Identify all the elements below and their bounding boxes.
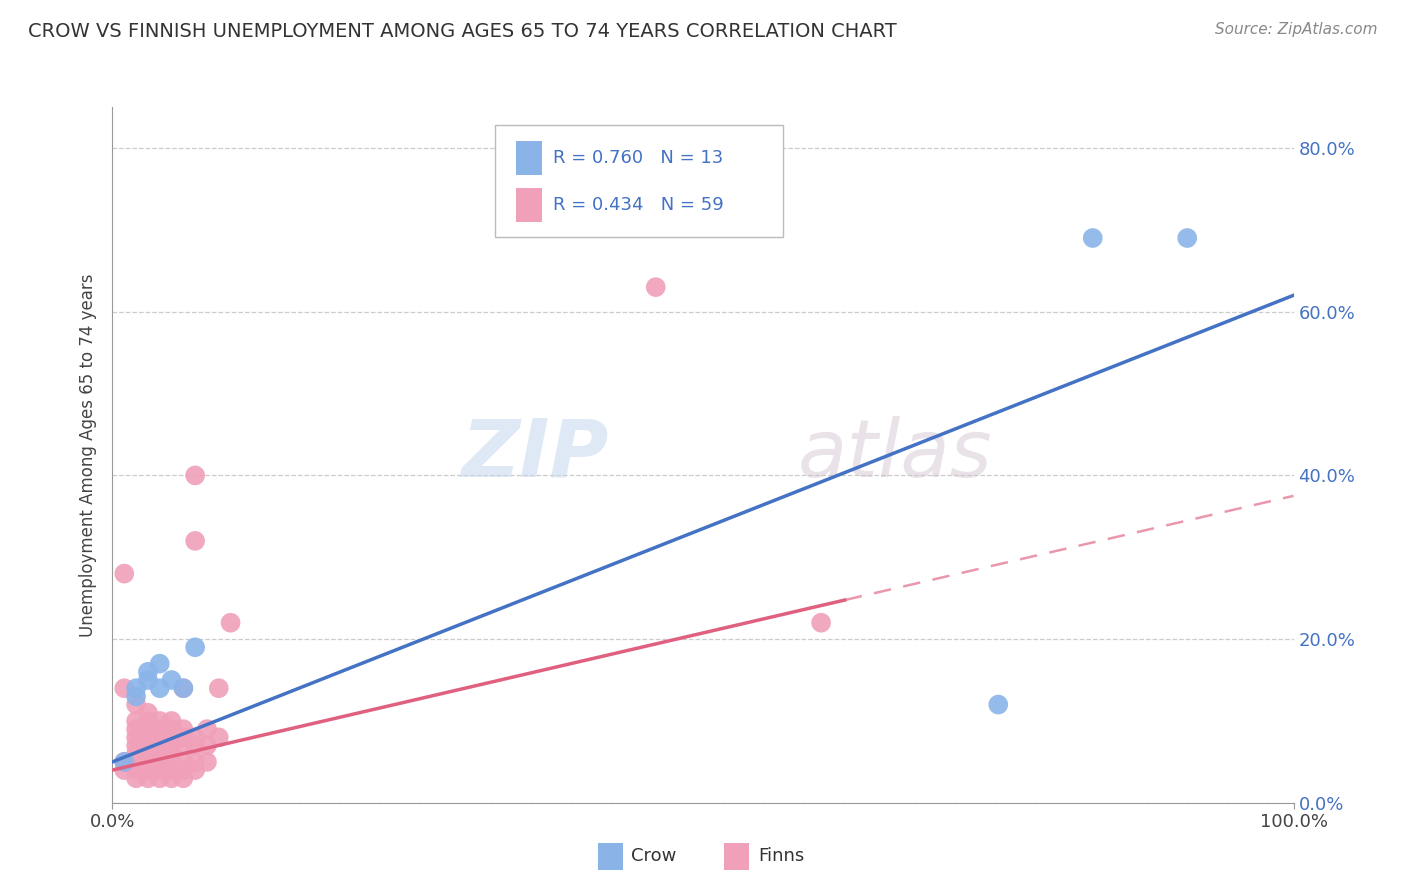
Point [172, 763, 194, 777]
Point [149, 722, 172, 736]
Point [125, 747, 148, 761]
Point [136, 665, 159, 679]
Point [136, 771, 159, 785]
Point [149, 763, 172, 777]
Point [136, 714, 159, 728]
Point [125, 755, 148, 769]
Point [208, 731, 231, 745]
Point [149, 771, 172, 785]
Point [149, 731, 172, 745]
Point [172, 771, 194, 785]
Point [112, 763, 135, 777]
Point [136, 739, 159, 753]
Point [136, 706, 159, 720]
Point [172, 681, 194, 696]
Point [160, 771, 183, 785]
Text: R = 0.434   N = 59: R = 0.434 N = 59 [553, 196, 724, 214]
Point [184, 739, 207, 753]
Point [136, 755, 159, 769]
Point [125, 763, 148, 777]
Point [125, 714, 148, 728]
Point [136, 731, 159, 745]
Point [184, 763, 207, 777]
Point [160, 747, 183, 761]
Point [1175, 231, 1198, 245]
Point [208, 681, 231, 696]
Text: Source: ZipAtlas.com: Source: ZipAtlas.com [1215, 22, 1378, 37]
Text: CROW VS FINNISH UNEMPLOYMENT AMONG AGES 65 TO 74 YEARS CORRELATION CHART: CROW VS FINNISH UNEMPLOYMENT AMONG AGES … [28, 22, 897, 41]
Point [136, 747, 159, 761]
Point [160, 673, 183, 687]
Point [125, 681, 148, 696]
Point [172, 739, 194, 753]
Point [136, 722, 159, 736]
Point [136, 673, 159, 687]
Point [160, 763, 183, 777]
Point [172, 681, 194, 696]
Point [172, 722, 194, 736]
Text: ZIP: ZIP [461, 416, 609, 494]
Point [149, 747, 172, 761]
Point [195, 739, 218, 753]
Point [149, 714, 172, 728]
Point [149, 681, 172, 696]
Point [112, 755, 135, 769]
Point [184, 640, 207, 655]
Point [219, 615, 242, 630]
Point [172, 755, 194, 769]
Y-axis label: Unemployment Among Ages 65 to 74 years: Unemployment Among Ages 65 to 74 years [79, 273, 97, 637]
Point [125, 731, 148, 745]
Point [160, 739, 183, 753]
Text: Crow: Crow [631, 847, 676, 865]
Point [184, 533, 207, 548]
Text: Finns: Finns [758, 847, 804, 865]
Point [112, 566, 135, 581]
Point [184, 731, 207, 745]
Point [810, 615, 832, 630]
Point [112, 755, 135, 769]
Point [149, 739, 172, 753]
Text: R = 0.760   N = 13: R = 0.760 N = 13 [553, 149, 723, 167]
Point [160, 755, 183, 769]
Point [184, 755, 207, 769]
Point [112, 681, 135, 696]
Point [125, 771, 148, 785]
Point [160, 714, 183, 728]
Point [195, 755, 218, 769]
Point [149, 657, 172, 671]
Point [172, 731, 194, 745]
Point [160, 731, 183, 745]
Point [160, 722, 183, 736]
Point [125, 690, 148, 704]
Text: atlas: atlas [797, 416, 993, 494]
Point [125, 698, 148, 712]
Point [149, 755, 172, 769]
Point [184, 468, 207, 483]
Point [136, 763, 159, 777]
Point [644, 280, 666, 294]
Point [987, 698, 1010, 712]
Point [125, 722, 148, 736]
Point [125, 739, 148, 753]
Point [1081, 231, 1104, 245]
Point [195, 722, 218, 736]
